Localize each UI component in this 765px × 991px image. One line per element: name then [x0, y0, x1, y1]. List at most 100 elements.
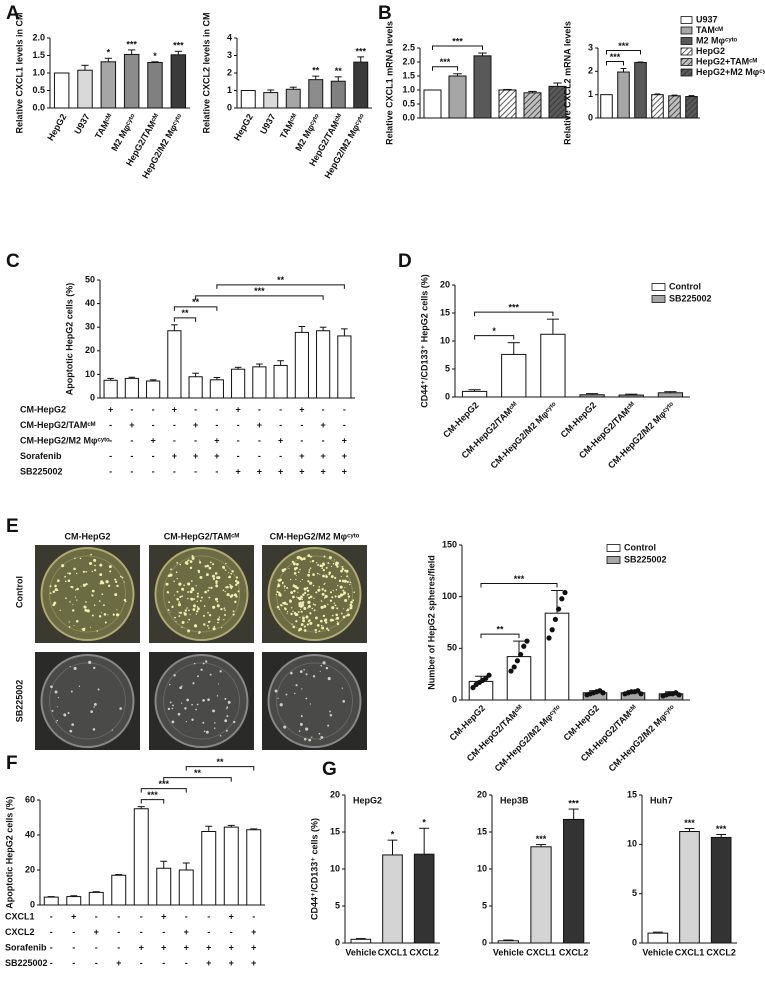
sphere-speck	[90, 553, 92, 556]
y-tick-label: 10	[330, 863, 340, 873]
significance-label: ***	[514, 574, 525, 584]
sphere-speck	[193, 624, 198, 628]
significance-bracket	[173, 317, 197, 322]
sphere-speck	[202, 662, 205, 665]
y-tick-label: 60	[25, 794, 35, 804]
sphere-speck	[324, 589, 327, 592]
sphere-speck	[297, 571, 300, 573]
sphere-speck	[208, 613, 212, 617]
sphere-speck	[123, 581, 125, 583]
sphere-speck	[185, 562, 189, 565]
sphere-speck	[213, 625, 216, 628]
condition-mark: -	[279, 420, 282, 430]
sphere-speck	[325, 621, 328, 624]
sphere-speck	[78, 685, 81, 687]
sphere-speck	[352, 599, 355, 602]
sphere-speck	[309, 595, 313, 599]
condition-mark: -	[109, 435, 112, 445]
dish	[154, 547, 249, 641]
sphere-speck	[116, 584, 119, 588]
y-axis-label: Number of HepG2 spheres/field	[426, 555, 436, 690]
y-tick-label: 5	[445, 363, 450, 373]
sphere-speck	[187, 621, 189, 623]
sphere-speck	[299, 722, 303, 726]
bar	[146, 380, 161, 399]
condition-mark: -	[194, 466, 197, 476]
dish	[154, 654, 249, 748]
legend-label: HepG2	[696, 46, 725, 56]
sphere-speck	[306, 586, 309, 589]
sphere-speck	[216, 600, 219, 603]
sphere-speck	[325, 566, 328, 569]
sphere-speck	[192, 682, 195, 685]
y-axis-label: Apoptotic HepG2 cells (%)	[64, 283, 74, 396]
significance-label: *	[422, 818, 426, 828]
condition-mark: -	[322, 435, 325, 445]
image-column-title: CM-HepG2	[64, 531, 110, 541]
sphere-speck	[301, 598, 303, 601]
sphere-speck	[228, 575, 232, 579]
sphere-speck	[200, 668, 203, 671]
sphere-speck	[212, 709, 216, 713]
condition-mark: -	[215, 466, 218, 476]
panel-label: E	[6, 516, 19, 537]
sphere-speck	[324, 618, 328, 622]
x-tick-label: CXCL1	[378, 947, 408, 957]
significance-label: ***	[716, 824, 727, 834]
sphere-speck	[96, 630, 98, 632]
sphere-speck	[305, 673, 308, 676]
sphere-speck	[299, 608, 301, 610]
sphere-speck	[286, 586, 289, 589]
sphere-speck	[108, 565, 112, 569]
sphere-speck	[86, 609, 90, 613]
condition-mark: +	[342, 435, 347, 445]
sphere-speck	[101, 593, 104, 596]
sphere-speck	[67, 711, 70, 714]
sphere-speck	[281, 604, 283, 607]
sphere-speck	[115, 613, 120, 617]
sphere-speck	[116, 609, 118, 611]
sphere-speck	[91, 594, 94, 597]
sphere-speck	[295, 620, 298, 623]
sphere-speck	[233, 720, 236, 724]
sphere-speck	[204, 590, 208, 594]
sphere-speck	[226, 715, 229, 718]
y-tick-label: 2.0	[32, 32, 45, 42]
sphere-speck	[331, 565, 333, 567]
condition-mark: -	[140, 911, 143, 921]
y-tick-label: 0	[30, 899, 35, 909]
condition-mark: -	[109, 466, 112, 476]
sphere-speck	[218, 617, 220, 619]
significance-label: ***	[126, 39, 137, 49]
condition-mark: +	[229, 958, 234, 968]
condition-mark: -	[152, 404, 155, 414]
sphere-speck	[297, 591, 299, 593]
sphere-speck	[179, 611, 182, 614]
y-tick-label: 10	[440, 335, 450, 345]
sphere-speck	[178, 615, 181, 617]
significance-label: **	[277, 275, 285, 285]
sphere-speck	[346, 575, 349, 578]
data-point	[508, 668, 514, 674]
sphere-speck	[211, 574, 215, 578]
sphere-speck	[49, 585, 52, 588]
panel-label: C	[6, 251, 20, 272]
sphere-speck	[216, 576, 219, 580]
y-tick-label: 4	[227, 32, 232, 42]
bar	[530, 846, 552, 944]
condition-mark: -	[152, 466, 155, 476]
condition-mark: +	[184, 927, 189, 937]
significance-bracket	[173, 306, 218, 311]
sphere-speck	[307, 600, 311, 604]
condition-mark: -	[109, 420, 112, 430]
sphere-speck	[172, 704, 174, 707]
sphere-speck	[341, 579, 345, 583]
sphere-speck	[290, 612, 293, 616]
sphere-speck	[327, 629, 330, 632]
bar	[100, 61, 117, 109]
sphere-speck	[342, 700, 346, 703]
data-point	[635, 688, 641, 694]
condition-mark: +	[235, 466, 240, 476]
sphere-speck	[179, 686, 183, 690]
sphere-speck	[308, 593, 310, 596]
